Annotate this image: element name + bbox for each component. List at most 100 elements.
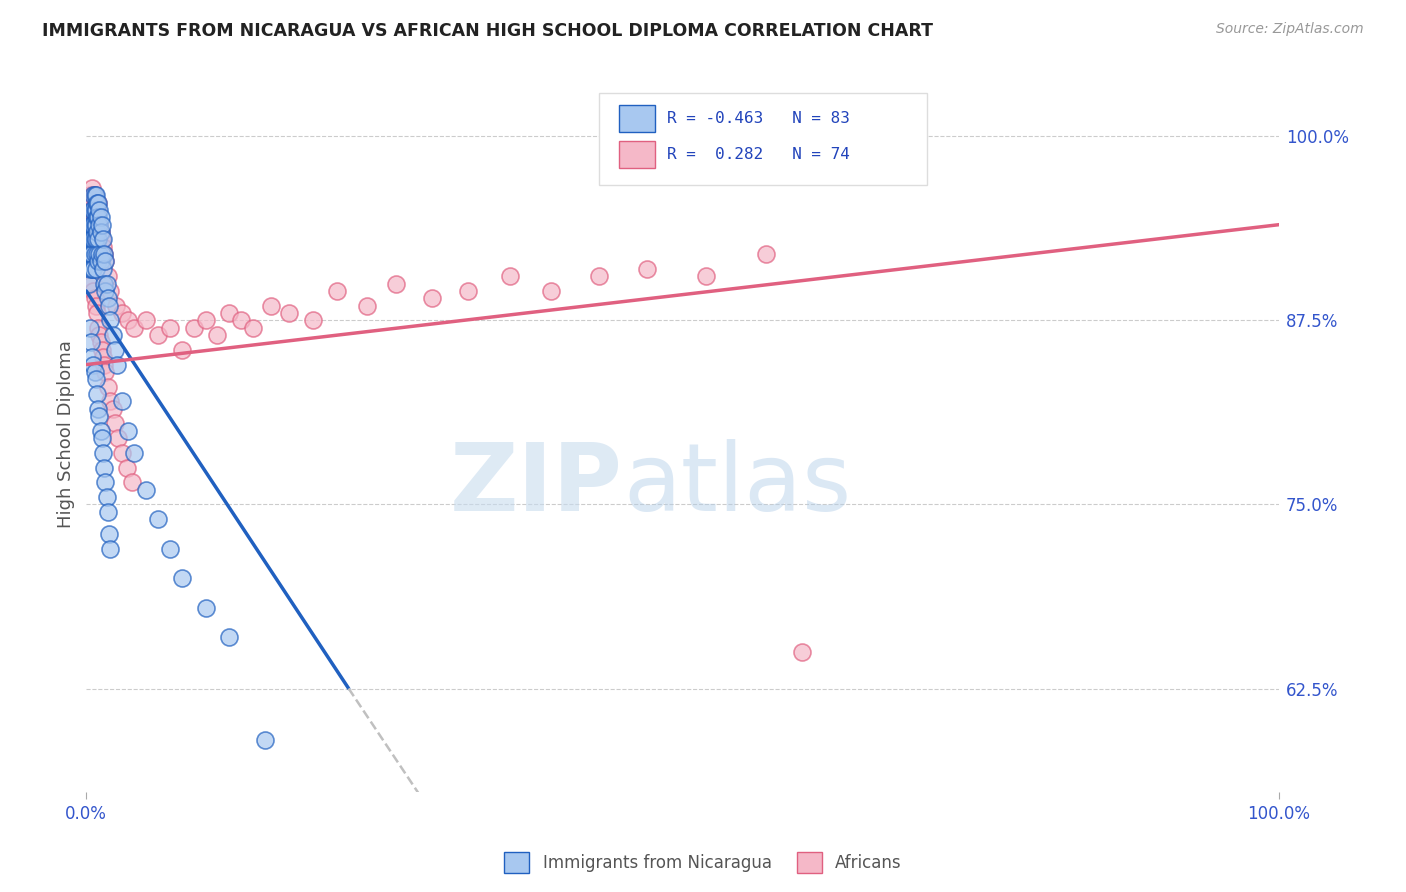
Point xyxy=(83,202,105,217)
Point xyxy=(94,284,117,298)
Point xyxy=(98,284,121,298)
Point xyxy=(90,225,112,239)
Point xyxy=(89,409,111,423)
Point xyxy=(84,261,107,276)
Point xyxy=(159,541,181,556)
Point xyxy=(218,306,240,320)
Point xyxy=(82,261,104,276)
Point xyxy=(278,306,301,320)
Bar xyxy=(620,141,655,168)
Point xyxy=(82,232,104,246)
Point xyxy=(82,202,104,217)
Point xyxy=(82,247,104,261)
Point xyxy=(94,254,117,268)
Point xyxy=(82,358,104,372)
Point xyxy=(84,299,107,313)
Point xyxy=(89,247,111,261)
Text: Source: ZipAtlas.com: Source: ZipAtlas.com xyxy=(1216,22,1364,37)
Point xyxy=(93,247,115,261)
Point xyxy=(82,202,104,217)
Point xyxy=(231,313,253,327)
Point xyxy=(91,240,114,254)
Point xyxy=(83,211,105,225)
Point xyxy=(86,306,108,320)
Point xyxy=(87,401,110,416)
Point xyxy=(93,277,115,291)
Point xyxy=(90,218,112,232)
Point xyxy=(218,630,240,644)
Point xyxy=(94,254,117,268)
Point xyxy=(86,211,108,225)
Point xyxy=(207,328,229,343)
Point xyxy=(122,320,145,334)
Point xyxy=(89,328,111,343)
Point xyxy=(260,299,283,313)
Point xyxy=(90,335,112,350)
Legend: Immigrants from Nicaragua, Africans: Immigrants from Nicaragua, Africans xyxy=(498,846,908,880)
Point xyxy=(87,211,110,225)
Text: R =  0.282   N = 74: R = 0.282 N = 74 xyxy=(666,147,851,162)
Point xyxy=(86,202,108,217)
Point xyxy=(83,188,105,202)
Y-axis label: High School Diploma: High School Diploma xyxy=(58,341,75,528)
Point xyxy=(98,313,121,327)
Point xyxy=(695,269,717,284)
Point xyxy=(755,247,778,261)
Point xyxy=(101,328,124,343)
Point xyxy=(97,299,120,313)
Point xyxy=(80,195,103,210)
Point xyxy=(115,460,138,475)
Point xyxy=(89,218,111,232)
Text: R = -0.463   N = 83: R = -0.463 N = 83 xyxy=(666,112,851,127)
Point xyxy=(254,733,277,747)
Point xyxy=(79,247,101,261)
Point xyxy=(86,232,108,246)
Point xyxy=(82,277,104,291)
Point xyxy=(82,218,104,232)
Point xyxy=(90,225,112,239)
Point xyxy=(82,284,104,298)
Point xyxy=(93,460,115,475)
Point xyxy=(121,475,143,490)
Point xyxy=(98,394,121,409)
Point xyxy=(135,313,157,327)
Point xyxy=(146,512,169,526)
Point xyxy=(97,379,120,393)
Point xyxy=(636,261,658,276)
Text: IMMIGRANTS FROM NICARAGUA VS AFRICAN HIGH SCHOOL DIPLOMA CORRELATION CHART: IMMIGRANTS FROM NICARAGUA VS AFRICAN HIG… xyxy=(42,22,934,40)
Point xyxy=(93,247,115,261)
Point xyxy=(82,181,104,195)
Point xyxy=(146,328,169,343)
Point xyxy=(87,320,110,334)
Point xyxy=(385,277,408,291)
Point xyxy=(87,195,110,210)
Point xyxy=(79,261,101,276)
Point xyxy=(498,269,520,284)
Point xyxy=(91,446,114,460)
Point xyxy=(122,446,145,460)
Point xyxy=(94,365,117,379)
Point xyxy=(242,320,264,334)
Point xyxy=(96,490,118,504)
Text: ZIP: ZIP xyxy=(450,439,623,531)
Point xyxy=(86,247,108,261)
Point xyxy=(83,365,105,379)
Point xyxy=(80,232,103,246)
Point xyxy=(91,232,114,246)
Point xyxy=(84,188,107,202)
Point xyxy=(82,202,104,217)
Point xyxy=(97,269,120,284)
Point xyxy=(170,343,193,357)
Point xyxy=(82,218,104,232)
Point xyxy=(79,188,101,202)
Point xyxy=(83,247,105,261)
Point xyxy=(588,269,610,284)
Point xyxy=(82,188,104,202)
Point xyxy=(82,218,104,232)
Point xyxy=(111,306,134,320)
Point xyxy=(194,313,217,327)
Point xyxy=(86,225,108,239)
Point xyxy=(87,225,110,239)
Bar xyxy=(620,105,655,132)
Point xyxy=(90,254,112,268)
